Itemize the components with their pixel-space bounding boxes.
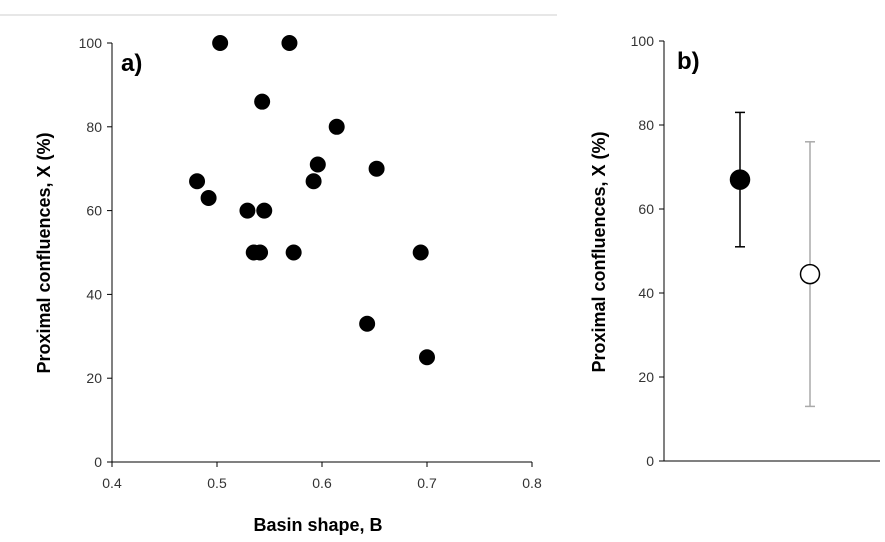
panel-a-x-tick-label: 0.8: [522, 475, 542, 491]
mean-marker: [729, 169, 751, 190]
panel-b: b) Proximal confluences, X (%) 0 20 40 60 80…: [589, 33, 880, 469]
scatter-point: [200, 190, 217, 207]
scatter-point: [189, 173, 206, 190]
panel-a-label: a): [121, 50, 142, 77]
panel-a-y-tick-label: 80: [86, 119, 102, 135]
panel-a-y-axis-label: Proximal confluences, X (%): [34, 132, 54, 373]
scatter-point: [239, 202, 256, 219]
panel-b-y-tick-label: 20: [638, 369, 654, 385]
panel-a-y-tick-label: 60: [86, 203, 102, 219]
scatter-point: [256, 202, 273, 219]
scatter-point: [212, 35, 229, 51]
panel-a-x-axis-label: Basin shape, B: [253, 515, 382, 535]
panel-a-x-tick-label: 0.4: [102, 475, 122, 491]
scatter-point: [252, 244, 269, 261]
scatter-point: [419, 349, 435, 366]
panel-a-y-tick-label: 40: [86, 286, 102, 302]
mean-marker: [799, 263, 821, 285]
scatter-point: [281, 35, 298, 51]
scatter-point: [359, 315, 376, 332]
panel-a-y-tick-label: 20: [86, 370, 102, 386]
panel-b-y-tick-label: 80: [638, 117, 654, 133]
scatter-point: [254, 93, 271, 110]
scatter-point: [305, 173, 322, 190]
panel-b-y-tick-label: 0: [646, 453, 654, 469]
panel-a-x-tick-label: 0.6: [312, 475, 332, 491]
scatter-point: [328, 118, 345, 135]
panel-a: a) Basin shape, B Proximal confluences, …: [34, 35, 542, 535]
panel-a-y-tick-label: 100: [79, 35, 103, 51]
scatter-point: [285, 244, 302, 261]
scatter-point: [412, 244, 429, 261]
panel-b-y-tick-label: 100: [631, 33, 655, 49]
scatter-point: [309, 156, 326, 173]
panel-b-y-axis-label: Proximal confluences, X (%): [589, 131, 609, 372]
panel-b-y-tick-label: 60: [638, 201, 654, 217]
panel-a-x-tick-label: 0.5: [207, 475, 227, 491]
panel-a-x-tick-label: 0.7: [417, 475, 437, 491]
panel-b-label: b): [677, 48, 700, 75]
scatter-point: [368, 160, 385, 177]
panel-b-y-tick-label: 40: [638, 285, 654, 301]
panel-a-y-tick-label: 0: [94, 454, 102, 470]
